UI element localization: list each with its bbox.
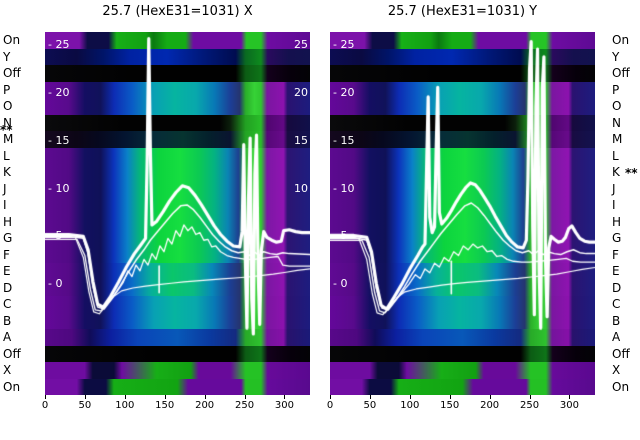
- x-tick-label: 200: [480, 400, 500, 411]
- x-tick-label: 250: [235, 400, 255, 411]
- element-label-right-i-10: I: [612, 198, 616, 212]
- x-tick-label: 300: [274, 400, 294, 411]
- element-label-right-n-5: N: [612, 115, 621, 130]
- x-axis-ticks-x: 0 50 100 150 200 250 300: [41, 395, 310, 415]
- x-tick-mark: [330, 395, 331, 399]
- white-trace-overlay: [45, 32, 310, 395]
- heatmap-plot-y: - 25- 20- 15- 10- 5- 0: [330, 32, 595, 395]
- x-tick-mark: [45, 395, 46, 399]
- element-label-left-c-16: C: [3, 297, 12, 311]
- x-tick-label: 100: [400, 400, 420, 411]
- element-label-left-p-3: P: [3, 82, 11, 97]
- element-label-right-b-17: B: [612, 313, 621, 328]
- element-label-right-off-19: Off: [612, 346, 630, 361]
- element-label-right-e-14: E: [612, 264, 620, 278]
- element-label-left-off-2: Off: [3, 66, 21, 80]
- element-label-left-d-15: D: [3, 280, 13, 295]
- element-label-right-a-18: A: [612, 330, 621, 344]
- x-tick-mark: [124, 395, 126, 399]
- marker-right-asterisks: **: [625, 166, 638, 180]
- element-label-right-p-3: P: [612, 82, 620, 97]
- element-label-right-m-6: M: [612, 132, 623, 146]
- x-tick-label: 250: [520, 400, 540, 411]
- x-tick-mark: [164, 395, 166, 399]
- x-tick-mark: [409, 395, 411, 399]
- x-tick-mark: [204, 395, 206, 399]
- element-label-left-j-9: J: [3, 181, 7, 196]
- element-label-left-o-4: O: [3, 99, 13, 113]
- element-label-right-o-4: O: [612, 99, 622, 113]
- x-tick-label: 150: [440, 400, 460, 411]
- x-tick-mark: [84, 395, 86, 399]
- element-label-right-g-12: G: [612, 231, 622, 245]
- x-tick-label: 50: [363, 400, 377, 411]
- element-label-left-i-10: I: [3, 198, 7, 212]
- element-label-left-l-7: L: [3, 148, 10, 163]
- x-tick-label: 200: [195, 400, 215, 411]
- element-label-right-on-21: On: [612, 379, 630, 394]
- element-label-right-j-9: J: [612, 181, 616, 196]
- element-label-left-e-14: E: [3, 264, 11, 278]
- element-label-right-f-13: F: [612, 247, 619, 262]
- x-axis-ticks-y: 0 50 100 150 200 250 300: [326, 395, 595, 415]
- marker-left-asterisks: **: [0, 123, 13, 137]
- x-tick-mark: [369, 395, 371, 399]
- element-label-right-off-2: Off: [612, 66, 630, 80]
- x-tick-label: 300: [559, 400, 579, 411]
- element-label-right-l-7: L: [612, 148, 619, 163]
- x-tick-mark: [449, 395, 451, 399]
- element-label-left-k-8: K: [3, 165, 11, 179]
- x-tick-mark: [569, 395, 571, 399]
- element-label-left-on-0: On: [3, 33, 21, 47]
- element-label-left-off-19: Off: [3, 346, 21, 361]
- element-label-right-on-0: On: [612, 33, 630, 47]
- element-label-left-on-21: On: [3, 379, 21, 394]
- x-tick-label: 0: [41, 400, 49, 411]
- chart-title-x: 25.7 (HexE31=1031) X: [102, 4, 253, 19]
- element-label-left-a-18: A: [3, 330, 12, 344]
- x-tick-label: 0: [326, 400, 334, 411]
- x-tick-label: 100: [115, 400, 135, 411]
- x-tick-label: 150: [155, 400, 175, 411]
- chart-title-y: 25.7 (HexE31=1031) Y: [387, 4, 538, 19]
- element-label-left-f-13: F: [3, 247, 10, 262]
- element-label-right-y-1: Y: [612, 49, 620, 64]
- element-label-left-x-20: X: [3, 363, 12, 377]
- x-tick-mark: [489, 395, 491, 399]
- element-label-left-g-12: G: [3, 231, 13, 245]
- element-label-right-d-15: D: [612, 280, 622, 295]
- x-tick-mark: [244, 395, 246, 399]
- element-label-right-x-20: X: [612, 363, 621, 377]
- element-label-right-h-11: H: [612, 214, 622, 229]
- x-tick-label: 50: [78, 400, 92, 411]
- element-label-right-k-8: K: [612, 165, 620, 179]
- heatmap-plot-x: - 25- 20- 15- 10- 5- 025201510: [45, 32, 310, 395]
- x-tick-mark: [529, 395, 531, 399]
- element-label-left-b-17: B: [3, 313, 12, 328]
- element-label-left-y-1: Y: [3, 49, 11, 64]
- element-label-right-c-16: C: [612, 297, 621, 311]
- x-tick-mark: [284, 395, 286, 399]
- white-trace-overlay: [330, 32, 595, 395]
- element-label-left-h-11: H: [3, 214, 13, 229]
